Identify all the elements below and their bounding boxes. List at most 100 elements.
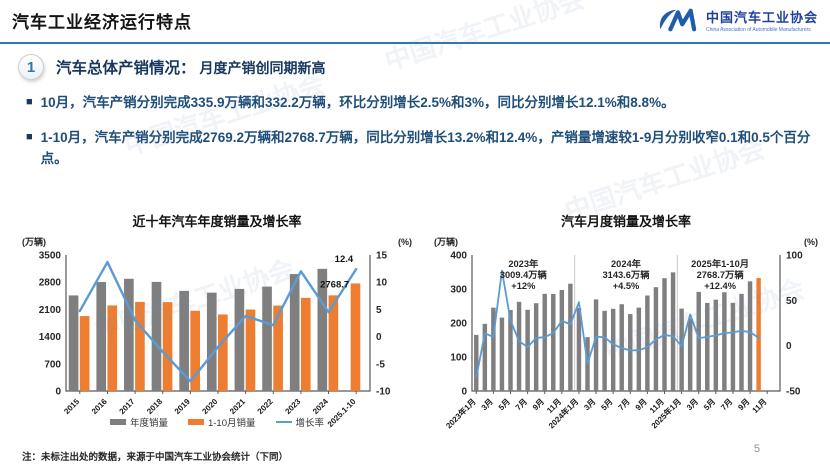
caam-logo-en: China Association of Automobile Manufact… <box>705 27 811 33</box>
svg-text:12.4: 12.4 <box>335 254 354 265</box>
svg-text:2019: 2019 <box>173 397 192 416</box>
legend-item: 1-10月销量 <box>187 415 256 429</box>
svg-text:7月: 7月 <box>617 397 632 412</box>
monthly-sales-chart: 汽车月度销量及增长率 (万辆) (%) 0 100 200 300 400 -50 0 50 100… <box>430 211 822 441</box>
svg-text:3500: 3500 <box>39 251 62 262</box>
svg-text:2016: 2016 <box>90 397 109 416</box>
caam-logo: 中国汽车工业协会 China Association of Automobile… <box>656 5 818 35</box>
svg-text:400: 400 <box>450 251 467 262</box>
annual-sales-chart-plot: (万辆) (%) 0 700 1400 2100 2800 3500 -10 -5 0 5 10 15 20… <box>22 236 412 429</box>
svg-text:(万辆): (万辆) <box>434 236 458 247</box>
svg-text:7月: 7月 <box>719 397 734 412</box>
svg-text:300: 300 <box>450 285 467 296</box>
legend-label: 1-10月销量 <box>207 418 256 429</box>
svg-text:2024年: 2024年 <box>611 258 642 269</box>
section-title-main: 汽车总体产销情况： <box>56 60 196 77</box>
bullet-item: ■ 1-10月，汽车产销分别完成2769.2万辆和2768.7万辆，同比分别增长… <box>26 127 816 170</box>
legend-bar-swatch <box>187 419 204 425</box>
svg-text:5月: 5月 <box>702 397 717 412</box>
section-heading: 1 汽车总体产销情况： 月度产销创同期新高 <box>18 54 326 80</box>
svg-text:0: 0 <box>786 341 792 352</box>
monthly-chart-title: 汽车月度销量及增长率 <box>560 214 691 229</box>
svg-text:+4.5%: +4.5% <box>613 281 640 291</box>
svg-text:+12.4%: +12.4% <box>704 281 737 291</box>
bullet-text: 10月，汽车产销分别完成335.9万辆和332.2万辆，环比分别增长2.5%和3… <box>40 95 675 110</box>
svg-text:5: 5 <box>376 305 382 316</box>
annual-sales-chart: 近十年汽车年度销量及增长率 (万辆) (%) 0 700 1400 2100 2800 350… <box>18 211 416 441</box>
svg-text:5月: 5月 <box>497 397 512 412</box>
section-number: 1 <box>26 58 36 76</box>
svg-text:(万辆): (万辆) <box>22 236 46 247</box>
svg-text:100: 100 <box>786 251 803 262</box>
svg-text:3月: 3月 <box>685 397 700 412</box>
svg-text:2025年1-10月: 2025年1-10月 <box>691 258 749 269</box>
svg-text:+12%: +12% <box>511 281 536 291</box>
annual-chart-title: 近十年汽车年度销量及增长率 <box>132 214 302 229</box>
legend-label: 增长率 <box>295 418 325 429</box>
svg-text:2768.7万辆: 2768.7万辆 <box>697 269 745 280</box>
watermark: 中国汽车工业协会 <box>380 0 589 77</box>
svg-text:0: 0 <box>376 332 382 343</box>
svg-text:5月: 5月 <box>599 397 614 412</box>
svg-text:0: 0 <box>55 387 61 398</box>
bullet-square-icon: ■ <box>26 130 33 143</box>
svg-text:(%): (%) <box>398 237 412 247</box>
page-number: 5 <box>753 443 760 455</box>
section-title: 汽车总体产销情况： 月度产销创同期新高 <box>56 56 326 78</box>
section-number-badge: 1 <box>18 54 44 80</box>
bullet-item: ■ 10月，汽车产销分别完成335.9万辆和332.2万辆，环比分别增长2.5%… <box>26 92 816 114</box>
svg-text:2768.7: 2768.7 <box>320 279 349 290</box>
svg-text:2023年1月: 2023年1月 <box>444 396 478 430</box>
legend-item: 增长率 <box>275 415 325 429</box>
svg-text:2023年: 2023年 <box>508 258 539 269</box>
page-title: 汽车工业经济运行特点 <box>12 13 192 32</box>
svg-text:2024: 2024 <box>311 397 330 416</box>
annual-chart-legend: 年度销量 1-10月销量 增长率 <box>18 415 416 429</box>
bullet-square-icon: ■ <box>26 96 33 108</box>
svg-text:1400: 1400 <box>39 332 62 343</box>
svg-text:9月: 9月 <box>736 397 751 412</box>
caam-logo-icon <box>659 8 697 32</box>
svg-text:2018: 2018 <box>145 397 164 416</box>
svg-text:2023: 2023 <box>283 397 302 416</box>
svg-text:(%): (%) <box>804 237 818 247</box>
legend-item: 年度销量 <box>109 415 168 429</box>
svg-text:200: 200 <box>450 319 467 330</box>
svg-text:-50: -50 <box>786 387 801 398</box>
legend-bar-swatch <box>109 419 126 425</box>
svg-text:9月: 9月 <box>531 397 546 412</box>
charts-row: 近十年汽车年度销量及增长率 (万辆) (%) 0 700 1400 2100 2800 350… <box>18 211 822 441</box>
bullet-text: 1-10月，汽车产销分别完成2769.2万辆和2768.7万辆，同比分别增长13… <box>40 129 811 167</box>
svg-text:700: 700 <box>44 359 61 370</box>
svg-text:15: 15 <box>376 251 388 262</box>
svg-text:2800: 2800 <box>39 278 62 289</box>
svg-text:3月: 3月 <box>480 397 495 412</box>
caam-logo-cn: 中国汽车工业协会 <box>705 10 818 25</box>
svg-text:100: 100 <box>450 353 467 364</box>
svg-text:11月: 11月 <box>751 397 769 415</box>
legend-label: 年度销量 <box>129 418 168 429</box>
svg-text:3月: 3月 <box>582 397 597 412</box>
svg-text:-10: -10 <box>376 387 391 398</box>
bullet-list: ■ 10月，汽车产销分别完成335.9万辆和332.2万辆，环比分别增长2.5%… <box>26 92 816 183</box>
svg-text:3143.6万辆: 3143.6万辆 <box>602 269 650 280</box>
svg-text:-5: -5 <box>376 359 385 370</box>
source-note: 注：未标注出处的数据，来源于中国汽车工业协会统计（下同） <box>22 452 289 463</box>
legend-line-swatch <box>275 421 292 423</box>
svg-text:50: 50 <box>786 296 798 307</box>
svg-text:2015: 2015 <box>62 397 81 416</box>
svg-text:2020: 2020 <box>200 397 219 416</box>
svg-text:7月: 7月 <box>514 397 529 412</box>
svg-text:2017: 2017 <box>118 397 137 416</box>
svg-text:0: 0 <box>461 387 467 398</box>
svg-text:2022: 2022 <box>256 397 275 416</box>
svg-text:9月: 9月 <box>634 397 649 412</box>
svg-text:2100: 2100 <box>39 305 62 316</box>
svg-text:10: 10 <box>376 278 388 289</box>
header-divider <box>0 42 830 44</box>
svg-text:2021: 2021 <box>228 397 247 416</box>
section-title-sub: 月度产销创同期新高 <box>199 60 326 76</box>
caam-logo-text: 中国汽车工业协会 China Association of Automobile… <box>706 7 818 33</box>
